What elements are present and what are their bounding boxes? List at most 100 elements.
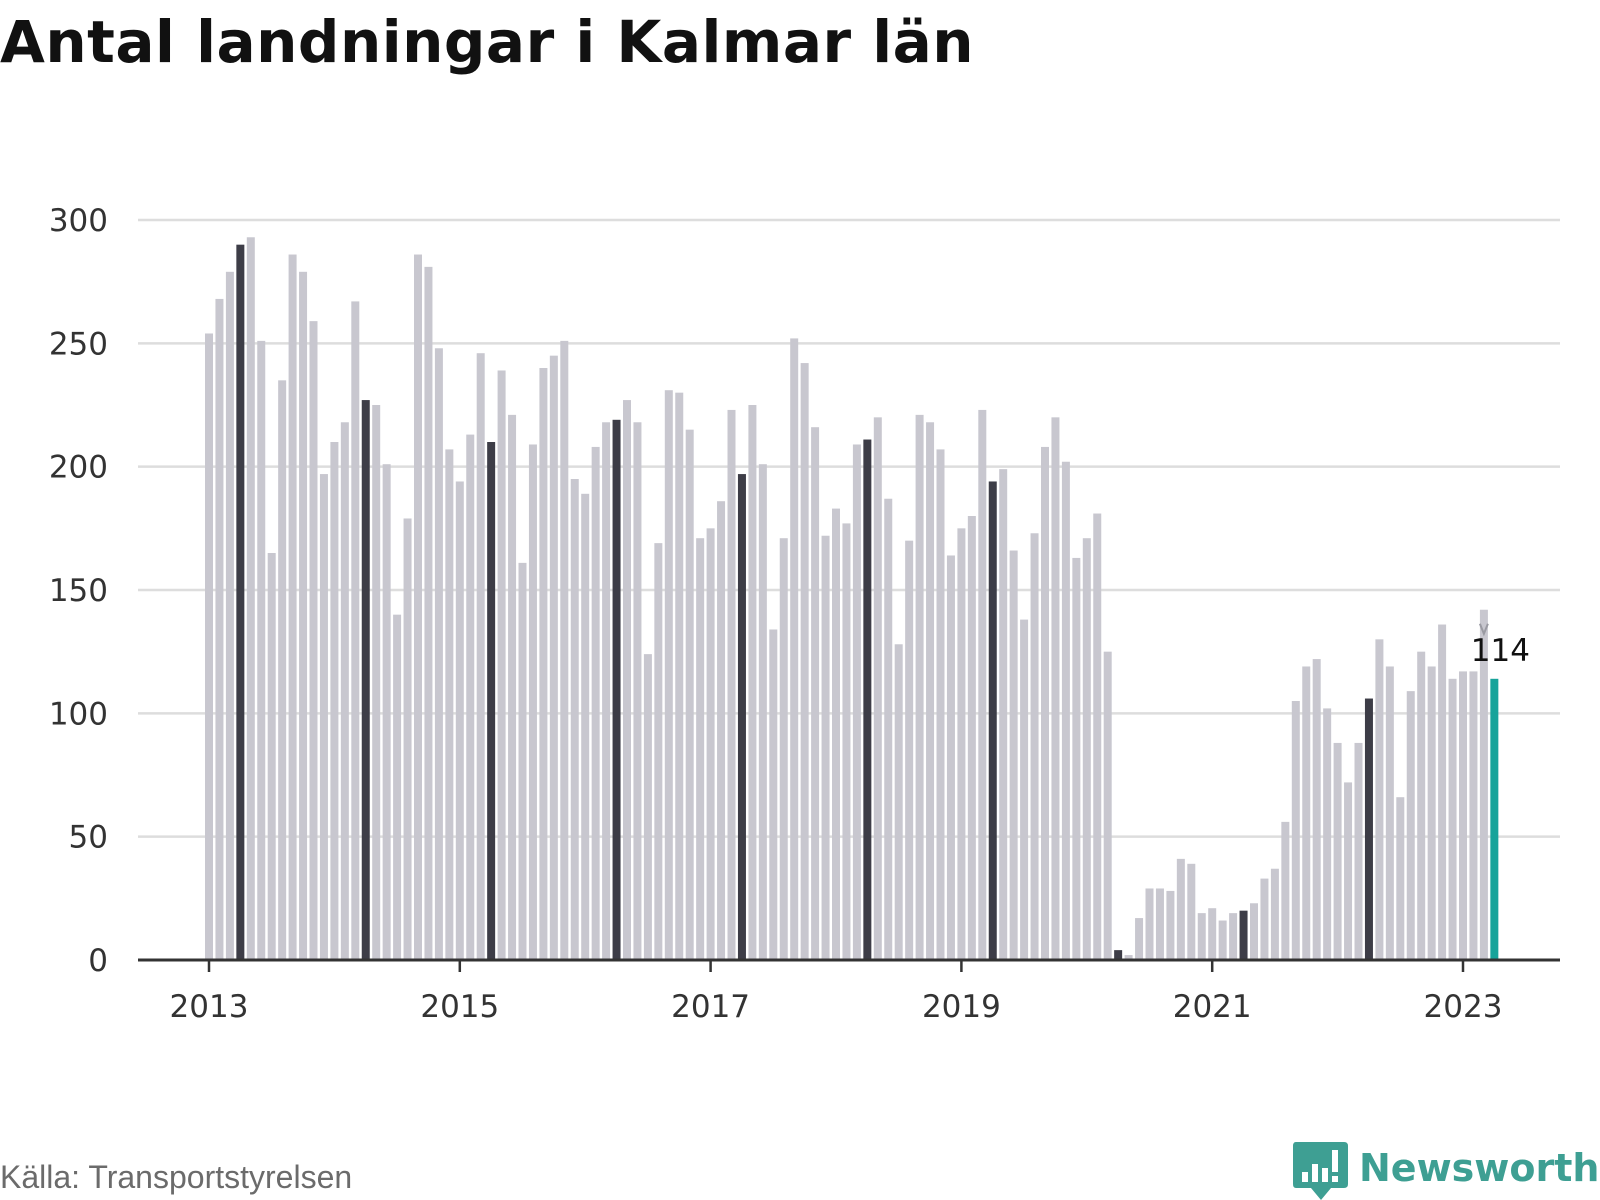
- bar: [1364, 698, 1373, 960]
- bar: [790, 338, 799, 960]
- bar: [445, 449, 454, 960]
- bar: [1145, 888, 1154, 960]
- bar: [518, 562, 527, 960]
- x-tick-label: 2021: [1173, 989, 1252, 1025]
- bar: [1072, 557, 1081, 960]
- bar: [800, 363, 809, 960]
- bar: [863, 439, 872, 960]
- y-tick-label: 0: [88, 943, 108, 979]
- bar: [1197, 913, 1206, 960]
- bar: [487, 442, 496, 960]
- bar: [1459, 671, 1467, 960]
- bar: [1323, 708, 1332, 960]
- bar: [1354, 742, 1363, 960]
- bar: [873, 417, 882, 961]
- bar: [1124, 955, 1133, 960]
- brand-name: Newsworthy: [1359, 1146, 1600, 1190]
- bar: [643, 654, 652, 960]
- bar: [1093, 513, 1102, 960]
- bar: [1479, 609, 1488, 960]
- annotation: 114: [1471, 623, 1530, 669]
- bar: [1061, 461, 1070, 960]
- y-tick-label: 200: [49, 450, 108, 486]
- y-tick-label: 250: [49, 326, 108, 362]
- bar: [915, 414, 924, 960]
- bar: [1208, 908, 1217, 960]
- x-tick-label: 2013: [170, 989, 249, 1025]
- bar: [1114, 950, 1123, 960]
- bar: [570, 479, 579, 960]
- bar: [1333, 742, 1342, 960]
- bar: [361, 400, 370, 960]
- bar: [591, 446, 600, 960]
- bar: [215, 298, 224, 960]
- bar: [633, 422, 642, 960]
- bar: [706, 528, 715, 960]
- bar: [1030, 533, 1039, 960]
- bar: [455, 481, 464, 960]
- y-tick-label: 300: [49, 203, 108, 239]
- bar: [978, 409, 987, 960]
- bar: [1020, 619, 1029, 960]
- bar: [1135, 918, 1144, 960]
- bar: [1427, 666, 1436, 960]
- bar: [382, 464, 391, 960]
- bar: [246, 237, 255, 960]
- bar: [1229, 913, 1238, 960]
- bar: [1302, 666, 1311, 960]
- bar: [1281, 821, 1290, 960]
- bar: [1103, 651, 1112, 960]
- bar: [528, 444, 537, 961]
- bar: [278, 380, 287, 961]
- bars: [205, 237, 1499, 961]
- x-tick-label: 2017: [671, 989, 750, 1025]
- y-tick-label: 100: [49, 696, 108, 732]
- bar: [623, 400, 631, 960]
- bar: [821, 535, 830, 960]
- bar: [842, 523, 851, 960]
- bar: [434, 348, 443, 960]
- x-tick-label: 2023: [1424, 989, 1503, 1025]
- bar: [905, 540, 914, 960]
- bar: [549, 355, 558, 960]
- bar: [257, 340, 266, 960]
- bar: [1166, 890, 1175, 960]
- bar: [476, 353, 485, 960]
- bar: [758, 464, 767, 960]
- bar: [1041, 446, 1049, 960]
- bar: [811, 427, 820, 960]
- bar: [497, 370, 506, 961]
- bar: [602, 422, 611, 960]
- bar: [267, 553, 276, 960]
- bar: [1490, 678, 1499, 960]
- chart-title: Antal landningar i Kalmar län: [0, 8, 975, 76]
- bar: [779, 538, 788, 960]
- bar: [967, 516, 976, 960]
- bar: [894, 644, 903, 960]
- bar: [1187, 863, 1196, 960]
- bar: [424, 266, 433, 960]
- bar: [1417, 651, 1426, 960]
- latest-value-label: 114: [1471, 633, 1530, 669]
- bar: [1051, 417, 1060, 961]
- x-tick-label: 2019: [922, 989, 1001, 1025]
- bar: [1438, 624, 1447, 960]
- bar: [372, 405, 381, 960]
- brand-logo[interactable]: Newsworthy: [1293, 1142, 1600, 1200]
- bar: [1260, 878, 1269, 960]
- newsworthy-logo-icon: [1293, 1142, 1348, 1200]
- bar: [288, 254, 297, 960]
- bar: [1009, 550, 1018, 960]
- bar: [1385, 666, 1394, 960]
- bar: [581, 493, 590, 960]
- bar: [685, 429, 694, 960]
- bar: [936, 449, 945, 960]
- x-tick-label: 2015: [420, 989, 499, 1025]
- bar: [1176, 858, 1185, 960]
- bar: [832, 508, 840, 960]
- bar: [309, 321, 318, 960]
- bar-chart: 0 50 100 150 200 250 300 2013 2015 2017 2019 2021 20…: [49, 203, 1560, 1025]
- bar: [727, 409, 736, 960]
- bar: [1312, 659, 1321, 960]
- bar: [393, 614, 402, 960]
